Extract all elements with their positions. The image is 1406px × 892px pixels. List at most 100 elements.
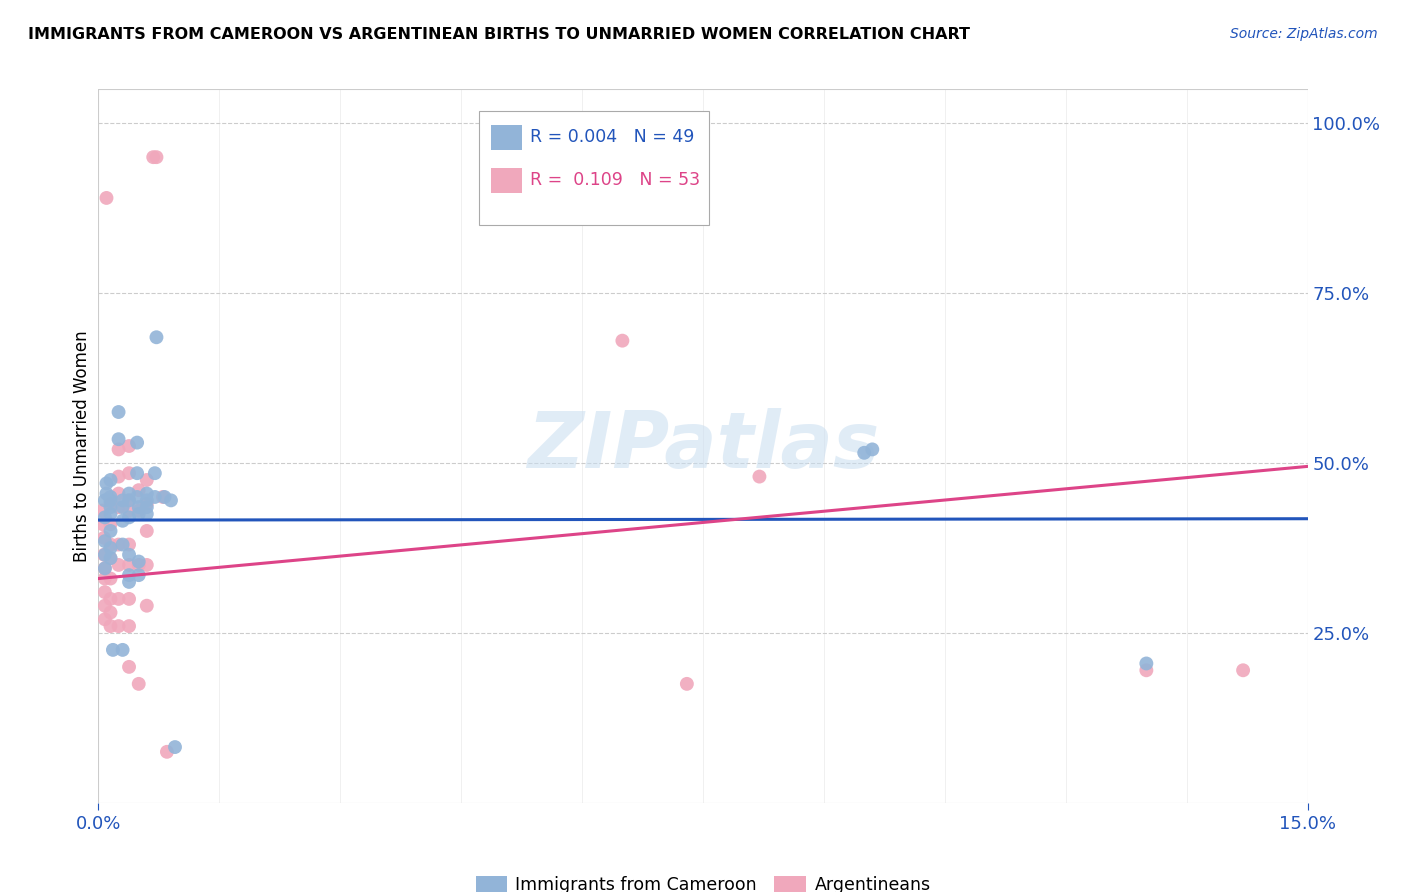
Point: [128, 677, 150, 691]
Point: [118, 466, 141, 480]
Point: [160, 493, 183, 508]
Text: IMMIGRANTS FROM CAMEROON VS ARGENTINEAN BIRTHS TO UNMARRIED WOMEN CORRELATION CH: IMMIGRANTS FROM CAMEROON VS ARGENTINEAN …: [28, 27, 970, 42]
Point: [100, 619, 122, 633]
Point: [100, 591, 122, 606]
Point: [118, 537, 141, 551]
Point: [100, 490, 122, 504]
Point: [1135, 657, 1157, 671]
FancyBboxPatch shape: [492, 125, 522, 150]
Text: R =  0.109   N = 53: R = 0.109 N = 53: [530, 171, 700, 189]
Point: [135, 507, 157, 521]
Point: [127, 490, 149, 504]
Point: [107, 619, 129, 633]
Point: [96, 476, 118, 491]
Point: [118, 558, 141, 572]
Point: [118, 503, 141, 517]
Point: [107, 469, 129, 483]
Point: [100, 524, 122, 538]
Point: [128, 483, 150, 498]
Point: [107, 432, 129, 446]
Point: [100, 572, 122, 586]
Point: [100, 497, 122, 511]
Point: [860, 442, 883, 457]
Point: [111, 500, 134, 515]
Point: [94, 561, 117, 575]
Point: [94, 599, 117, 613]
Point: [135, 500, 157, 515]
Point: [145, 150, 167, 164]
Text: Source: ZipAtlas.com: Source: ZipAtlas.com: [1230, 27, 1378, 41]
Point: [107, 405, 129, 419]
Point: [128, 568, 150, 582]
Point: [101, 643, 124, 657]
Point: [135, 473, 157, 487]
Point: [94, 510, 117, 524]
Point: [118, 619, 141, 633]
FancyBboxPatch shape: [492, 168, 522, 193]
Point: [107, 591, 129, 606]
Point: [143, 490, 166, 504]
Point: [128, 500, 150, 515]
Point: [135, 486, 157, 500]
Point: [128, 503, 150, 517]
Legend: Immigrants from Cameroon, Argentineans: Immigrants from Cameroon, Argentineans: [468, 869, 938, 892]
Point: [748, 469, 770, 483]
Point: [118, 568, 141, 582]
Point: [135, 493, 157, 508]
Point: [100, 541, 122, 555]
Point: [612, 334, 634, 348]
Text: R = 0.004   N = 49: R = 0.004 N = 49: [530, 128, 695, 146]
Point: [676, 677, 699, 691]
Point: [853, 446, 876, 460]
Text: ZIPatlas: ZIPatlas: [527, 408, 879, 484]
Point: [100, 500, 122, 515]
Point: [94, 548, 117, 562]
Point: [128, 555, 150, 569]
Point: [94, 534, 117, 549]
Point: [111, 514, 134, 528]
Point: [107, 558, 129, 572]
Point: [156, 745, 179, 759]
Point: [100, 537, 122, 551]
Point: [93, 548, 115, 562]
Point: [145, 330, 167, 344]
Point: [118, 510, 141, 524]
Point: [135, 558, 157, 572]
Y-axis label: Births to Unmarried Women: Births to Unmarried Women: [73, 330, 91, 562]
Point: [142, 150, 165, 164]
Point: [107, 486, 129, 500]
Point: [93, 531, 115, 545]
Point: [100, 517, 122, 532]
Point: [118, 574, 141, 589]
Point: [100, 473, 122, 487]
Point: [118, 439, 141, 453]
Point: [1232, 663, 1254, 677]
Point: [111, 493, 134, 508]
Point: [107, 500, 129, 515]
Point: [135, 497, 157, 511]
Point: [96, 486, 118, 500]
Point: [100, 551, 122, 566]
Point: [107, 537, 129, 551]
Point: [111, 537, 134, 551]
Point: [94, 561, 117, 575]
Point: [96, 191, 118, 205]
Point: [135, 599, 157, 613]
Point: [118, 660, 141, 674]
Point: [1135, 663, 1157, 677]
Point: [118, 493, 141, 508]
Point: [100, 493, 122, 508]
Point: [163, 740, 186, 755]
Point: [128, 507, 150, 521]
Point: [91, 503, 114, 517]
Point: [118, 486, 141, 500]
Point: [152, 490, 174, 504]
Point: [118, 548, 141, 562]
Point: [153, 490, 176, 504]
FancyBboxPatch shape: [479, 111, 709, 225]
Point: [100, 606, 122, 620]
Point: [100, 507, 122, 521]
Point: [94, 585, 117, 599]
Point: [94, 612, 117, 626]
Point: [118, 493, 141, 508]
